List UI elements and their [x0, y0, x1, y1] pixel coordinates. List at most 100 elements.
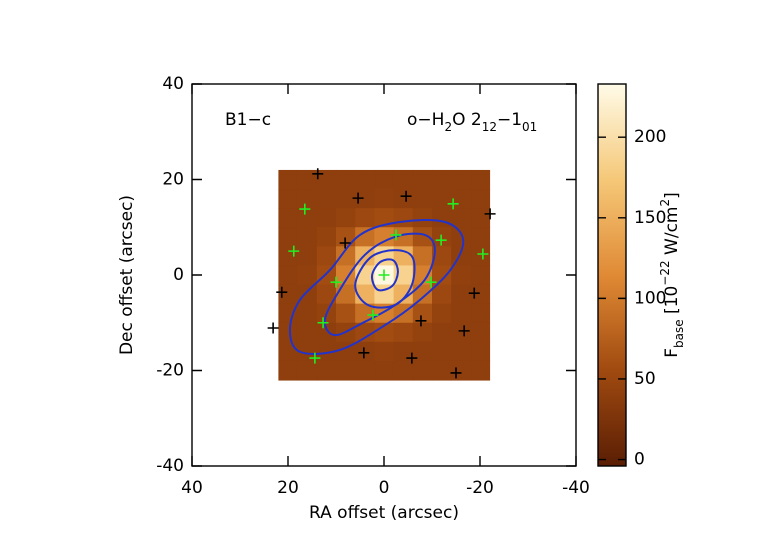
image-cell: [336, 265, 356, 286]
contour: [323, 232, 436, 337]
x-tick-label: -20: [466, 478, 494, 498]
source-marker: [390, 229, 402, 241]
image-cell: [297, 208, 318, 228]
image-cell: [278, 265, 299, 286]
image-cell: [432, 265, 452, 286]
image-cell: [412, 227, 433, 247]
image-cell: [432, 246, 452, 266]
x-tick-label: -40: [562, 478, 590, 498]
image-cell: [451, 265, 471, 286]
image-cell: [412, 246, 433, 266]
image-cell: [412, 208, 433, 228]
text-part: −22: [658, 260, 672, 285]
image-cell: [297, 189, 318, 209]
x-tick-label: 40: [181, 478, 203, 498]
image-cell: [451, 169, 471, 190]
image-cell: [316, 227, 337, 247]
image-cell: [451, 303, 471, 324]
text-part: −1: [497, 110, 522, 130]
text-part: W/cm: [662, 207, 682, 261]
image-cell: [412, 341, 433, 362]
y-tick-label: -40: [156, 456, 184, 476]
image-cell: [297, 341, 318, 362]
source-marker: [288, 245, 300, 257]
image-cell: [412, 169, 433, 190]
image-cell: [297, 303, 318, 324]
image-cell: [374, 341, 395, 362]
image-cell: [470, 341, 491, 362]
image-cell: [297, 322, 318, 343]
image-cell: [432, 208, 452, 228]
image-cell: [297, 360, 318, 381]
source-marker: [477, 248, 489, 260]
image-cell: [470, 246, 491, 266]
image-cell: [432, 284, 452, 305]
source-marker: [450, 367, 462, 379]
source-marker: [299, 203, 311, 215]
image-cell: [451, 322, 471, 343]
image-cell: [316, 169, 337, 190]
image-cell: [336, 303, 356, 324]
image-cell: [278, 189, 299, 209]
image-cell: [278, 227, 299, 247]
image-cell: [336, 246, 356, 266]
image-cell: [432, 360, 452, 381]
image-cell: [393, 341, 414, 362]
source-marker: [406, 352, 418, 364]
image-cell: [412, 284, 433, 305]
source-marker: [358, 347, 370, 359]
source-marker: [309, 352, 321, 364]
image-cell: [297, 169, 318, 190]
image-cell: [316, 322, 337, 343]
image-cell: [393, 227, 414, 247]
colorbar-tick-label: 50: [634, 369, 656, 389]
image-cell: [432, 189, 452, 209]
image-cell: [278, 208, 299, 228]
text-part: 01: [522, 120, 537, 134]
y-tick-label: -20: [156, 361, 184, 381]
contour: [354, 249, 416, 309]
image-cell: [470, 189, 491, 209]
source-marker: [367, 309, 379, 321]
text-part: 2: [444, 120, 452, 134]
image-cell: [336, 360, 356, 381]
colorbar: [597, 83, 627, 467]
image-cell: [451, 284, 471, 305]
source-marker: [435, 234, 447, 246]
image-cell: [451, 227, 471, 247]
image-cell: [451, 208, 471, 228]
source-marker: [447, 198, 459, 210]
image-layer: [278, 169, 491, 381]
image-cell: [412, 322, 433, 343]
image-cell: [336, 227, 356, 247]
source-marker: [276, 286, 288, 298]
text-part: F: [662, 348, 682, 358]
text-part: 12: [482, 120, 497, 134]
image-cell: [470, 208, 491, 228]
x-tick-label: 20: [277, 478, 299, 498]
image-cell: [355, 208, 375, 228]
source-marker: [415, 315, 427, 327]
image-cell: [470, 303, 491, 324]
image-cell: [393, 169, 414, 190]
image-cell: [355, 322, 375, 343]
image-cell: [412, 303, 433, 324]
image-cell: [278, 341, 299, 362]
y-tick-label: 20: [162, 170, 184, 190]
source-marker: [458, 325, 470, 337]
image-cell: [316, 246, 337, 266]
image-cell: [432, 169, 452, 190]
image-cell: [278, 246, 299, 266]
source-marker: [312, 168, 324, 180]
image-cell: [297, 265, 318, 286]
image-cell: [316, 284, 337, 305]
image-cell: [432, 322, 452, 343]
image-cell: [432, 303, 452, 324]
image-cell: [316, 265, 337, 286]
image-cell: [278, 303, 299, 324]
y-tick-label: 0: [173, 265, 184, 285]
colorbar-tick-label: 0: [634, 450, 645, 470]
source-label: B1−c: [225, 110, 271, 130]
